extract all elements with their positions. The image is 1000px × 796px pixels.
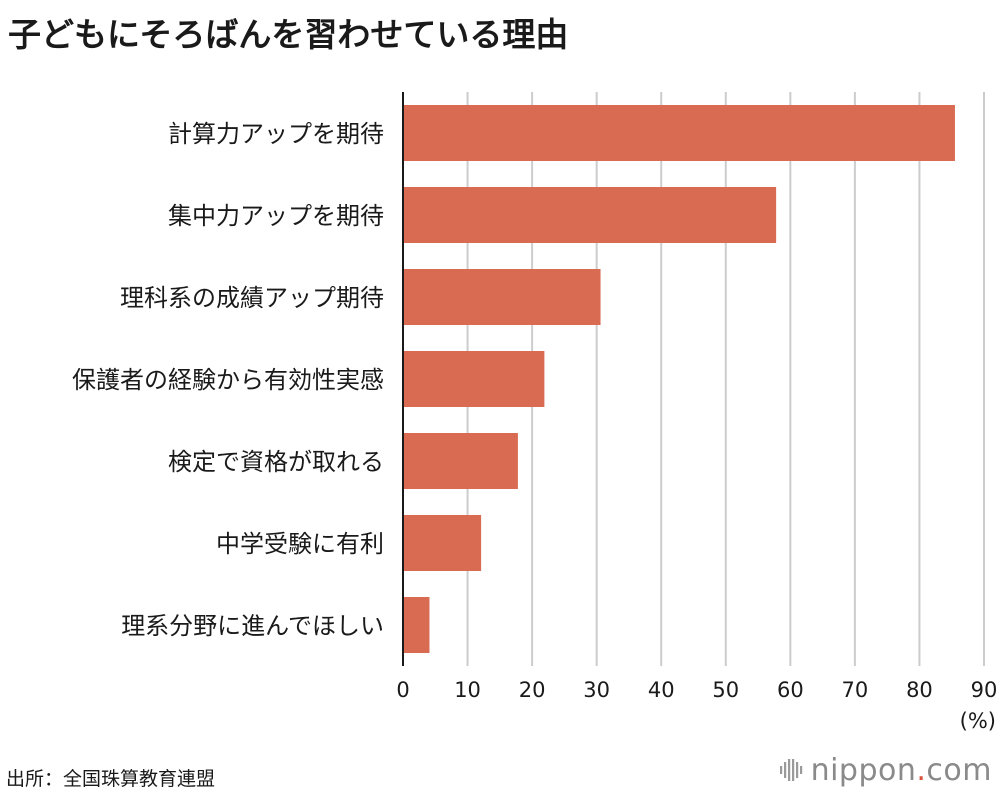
x-tick-label-30: 30 bbox=[583, 678, 610, 702]
category-labels: 計算力アップを期待集中力アップを期待理科系の成績アップ期待保護者の経験から有効性… bbox=[72, 120, 384, 640]
x-tick-label-70: 70 bbox=[842, 678, 869, 702]
x-axis-unit: (%) bbox=[960, 709, 996, 733]
bars bbox=[403, 105, 955, 653]
x-tick-label-90: 90 bbox=[971, 678, 998, 702]
x-axis-ticks: 0 10 20 30 40 50 60 70 80 90 bbox=[396, 678, 997, 702]
chart-title: 子どもにそろばんを習わせている理由 bbox=[8, 15, 569, 54]
category-label-7: 理系分野に進んでほしい bbox=[121, 612, 384, 640]
bar-1 bbox=[403, 105, 955, 161]
bar-chart: 計算力アップを期待集中力アップを期待理科系の成績アップ期待保護者の経験から有効性… bbox=[72, 92, 997, 733]
bar-4 bbox=[403, 351, 545, 407]
bars-logo-icon bbox=[779, 759, 802, 781]
category-label-1: 計算力アップを期待 bbox=[168, 120, 384, 148]
x-tick-label-0: 0 bbox=[396, 678, 409, 702]
bar-5 bbox=[403, 433, 518, 489]
x-tick-label-40: 40 bbox=[648, 678, 675, 702]
bar-2 bbox=[403, 187, 777, 243]
x-tick-label-20: 20 bbox=[519, 678, 546, 702]
x-tick-label-10: 10 bbox=[454, 678, 481, 702]
x-tick-label-60: 60 bbox=[777, 678, 804, 702]
nippon-logo: nippon.com bbox=[779, 752, 992, 788]
category-label-6: 中学受験に有利 bbox=[216, 530, 384, 558]
category-label-5: 検定で資格が取れる bbox=[168, 448, 384, 476]
category-label-2: 集中力アップを期待 bbox=[168, 202, 384, 230]
logo-suffix: com bbox=[926, 752, 992, 788]
logo-dot: . bbox=[916, 752, 927, 788]
bar-6 bbox=[403, 515, 482, 571]
category-label-3: 理科系の成績アップ期待 bbox=[120, 284, 384, 312]
x-tick-label-50: 50 bbox=[712, 678, 739, 702]
logo-wordmark: nippon.com bbox=[811, 753, 992, 788]
logo-name: nippon bbox=[810, 752, 917, 788]
bar-7 bbox=[403, 597, 430, 653]
grid-lines bbox=[466, 92, 985, 666]
category-label-4: 保護者の経験から有効性実感 bbox=[72, 366, 384, 394]
bar-3 bbox=[403, 269, 601, 325]
source-note: 出所：全国珠算教育連盟 bbox=[6, 768, 216, 790]
x-tick-label-80: 80 bbox=[906, 678, 933, 702]
